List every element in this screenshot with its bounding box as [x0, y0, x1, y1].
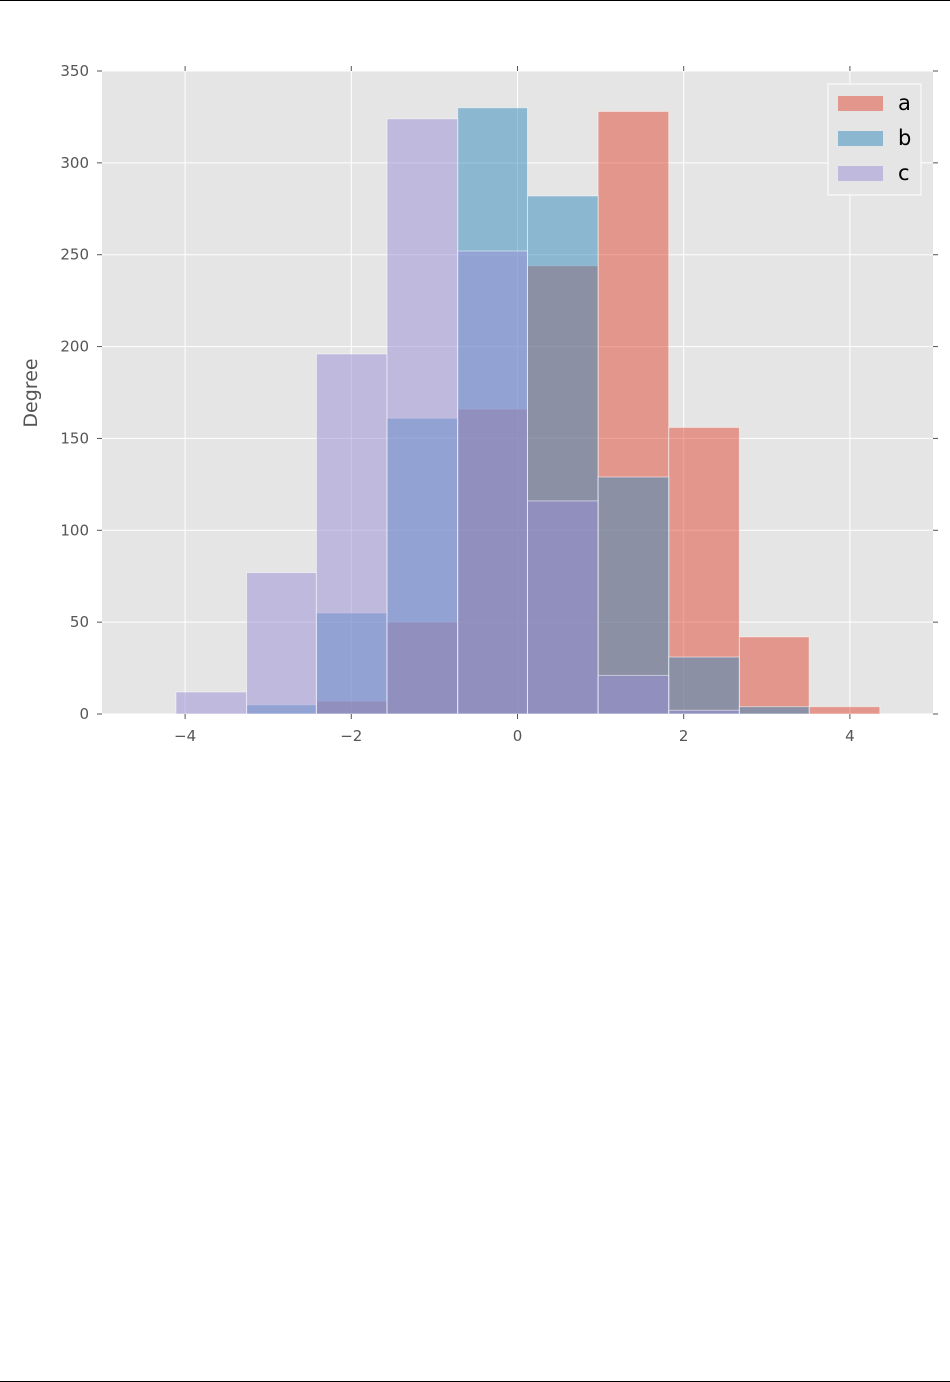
legend-label-c: c [898, 161, 910, 185]
legend-swatch-a [838, 96, 883, 111]
x-tick-label-3: 2 [679, 727, 689, 745]
legend-label-a: a [898, 91, 911, 115]
bar-b-5 [597, 476, 670, 715]
axis-ticks [97, 66, 938, 719]
y-tick-label-1: 50 [70, 613, 89, 631]
legend-swatch-b [838, 131, 883, 146]
bar-b-7 [738, 706, 810, 715]
x-tick-label-0: −4 [174, 727, 196, 745]
legend-label-b: b [898, 126, 911, 150]
top-border-line [0, 0, 950, 1]
bar-c-5 [526, 500, 599, 715]
histogram-bars [175, 107, 881, 715]
bar-b-6 [668, 656, 740, 715]
bar-c-0 [175, 691, 248, 715]
y-tick-labels: 0 50 100 150 200 250 300 350 [60, 62, 89, 723]
bar-a-7 [808, 706, 881, 715]
x-tick-label-1: −2 [340, 727, 362, 745]
y-tick-label-2: 100 [60, 521, 89, 539]
bar-c-1 [246, 572, 317, 715]
y-tick-label-0: 0 [79, 705, 89, 723]
bar-c-2 [315, 353, 388, 715]
y-tick-label-4: 200 [60, 338, 89, 356]
bar-c-7 [668, 709, 740, 715]
y-tick-label-7: 350 [60, 62, 89, 80]
bar-c-3 [386, 118, 459, 715]
x-tick-labels: −4 −2 0 2 4 [174, 727, 855, 745]
y-axis-label: Degree [20, 358, 42, 427]
bar-c-4 [457, 250, 528, 715]
x-tick-label-4: 4 [845, 727, 855, 745]
y-tick-label-6: 300 [60, 154, 89, 172]
legend-swatch-c [838, 166, 883, 181]
x-tick-label-2: 0 [513, 727, 523, 745]
y-tick-label-3: 150 [60, 429, 89, 447]
legend: abc [827, 83, 922, 196]
bar-c-6 [597, 674, 670, 715]
y-tick-label-5: 250 [60, 246, 89, 264]
bar-a-6 [738, 636, 810, 715]
